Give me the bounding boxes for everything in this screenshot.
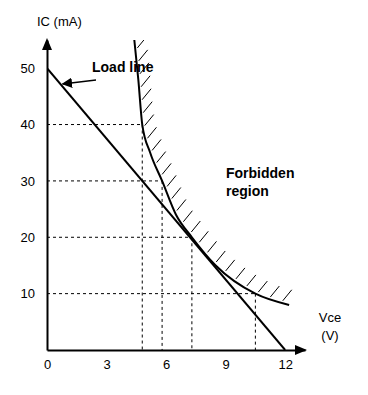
tick: 9 <box>222 350 229 372</box>
hatch-line <box>172 188 181 199</box>
tick: 20 <box>21 230 47 245</box>
x-axis-arrow <box>295 345 307 355</box>
hatch-line <box>145 115 154 126</box>
tick: 6 <box>163 350 170 372</box>
x-axis-line <box>48 350 306 352</box>
tick-label: 0 <box>44 357 51 372</box>
guide-horizontal <box>47 237 192 238</box>
guide-horizontal <box>47 293 255 294</box>
tick-label: 50 <box>21 61 35 76</box>
hatch-line <box>137 40 146 48</box>
hatch-line <box>142 89 151 100</box>
hatch-line <box>191 221 200 232</box>
guide-vertical <box>142 125 143 350</box>
hatch-line <box>283 290 292 301</box>
hatch-line <box>141 76 150 87</box>
chart: 0 3 6 9 12 10 20 30 40 50 IC (mA) Vce(V) Load line Fo… <box>0 0 368 395</box>
hatch-line <box>152 139 161 150</box>
guide-horizontal <box>47 180 162 181</box>
x-axis: 0 3 6 9 12 <box>44 350 306 372</box>
tick-label: 10 <box>21 286 35 301</box>
tick: 30 <box>21 174 47 189</box>
plot-area <box>47 40 292 350</box>
guide-vertical <box>255 294 256 350</box>
y-axis-line <box>47 41 49 351</box>
hatch-line <box>258 281 267 292</box>
y-axis-arrow <box>42 38 52 50</box>
hatch-line <box>147 127 156 138</box>
annotation: Load line <box>92 59 154 75</box>
tick: 10 <box>21 286 47 301</box>
annotation: Forbiddenregion <box>226 165 294 199</box>
hatch-line <box>226 260 235 271</box>
hatch-line <box>167 175 176 186</box>
hatch-line <box>199 231 208 242</box>
x-axis-title: Vce(V) <box>319 310 341 343</box>
annotation-arrow <box>63 80 96 84</box>
hatch-line <box>157 152 166 163</box>
tick-label: 12 <box>278 357 292 372</box>
tick: 0 <box>44 350 51 372</box>
tick-label: 40 <box>21 117 35 132</box>
hatch-line <box>162 163 171 174</box>
hatch-line <box>143 102 152 113</box>
tick-label: 6 <box>163 357 170 372</box>
hatch-line <box>216 251 225 262</box>
tick: 40 <box>21 117 47 132</box>
y-axis-title: IC (mA) <box>37 14 82 29</box>
tick-label: 20 <box>21 230 35 245</box>
hatch-line <box>236 268 245 279</box>
tick-label: 3 <box>103 357 110 372</box>
hatch-line <box>247 275 256 286</box>
tick-label: 9 <box>222 357 229 372</box>
y-axis: 10 20 30 40 50 <box>21 41 48 351</box>
tick: 12 <box>278 350 292 372</box>
tick-label: 30 <box>21 174 35 189</box>
tick: 3 <box>103 350 110 372</box>
hatch-line <box>208 241 217 252</box>
tick: 50 <box>21 61 47 76</box>
load-line <box>47 68 285 350</box>
hatch-line <box>177 199 186 210</box>
hatch-line <box>270 286 279 297</box>
hatch-line <box>183 211 192 222</box>
